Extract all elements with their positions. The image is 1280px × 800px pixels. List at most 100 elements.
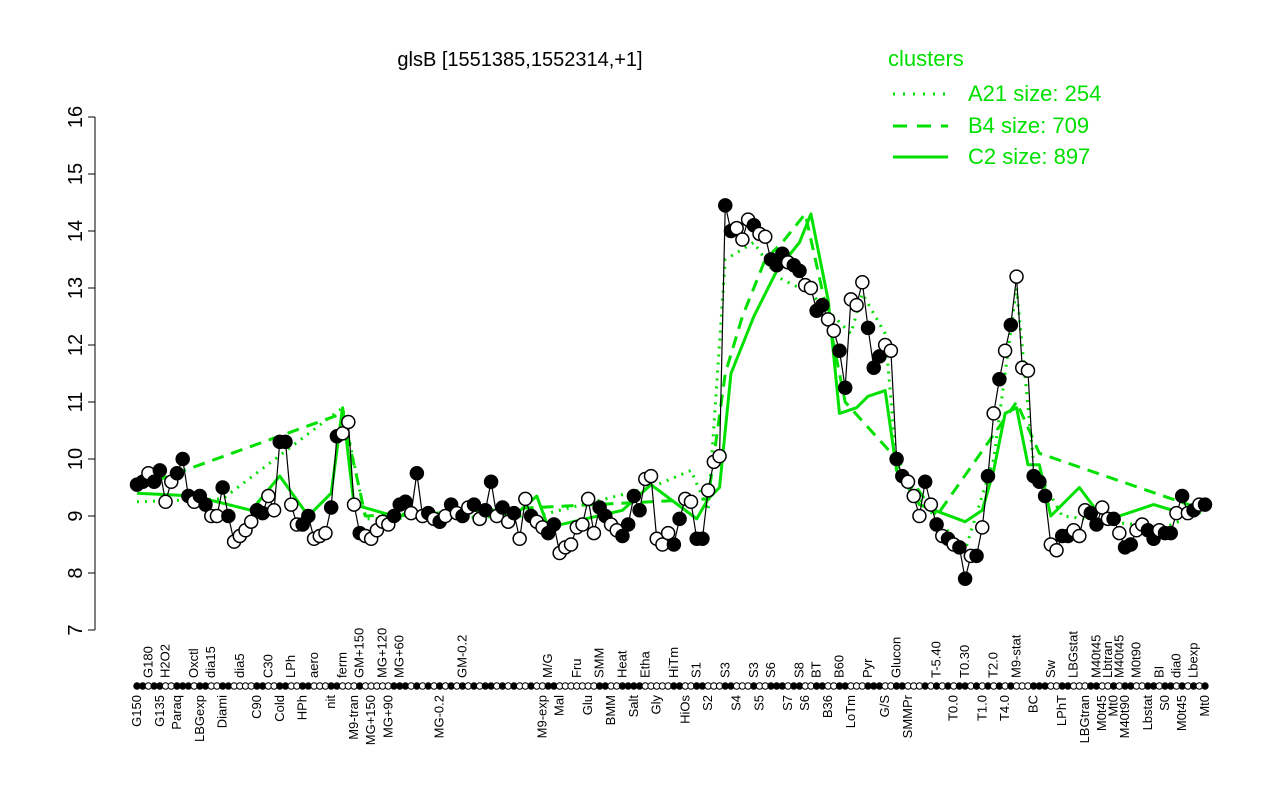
- data-point: [341, 414, 356, 430]
- data-point: [906, 488, 921, 504]
- data-point: [518, 491, 533, 507]
- y-tick-label: 15: [65, 163, 87, 185]
- x-tick-label: GM-0.2: [455, 635, 470, 678]
- data-point: [175, 451, 190, 467]
- data-point: [860, 320, 876, 336]
- data-point: [729, 220, 744, 236]
- data-point: [620, 517, 636, 532]
- data-point: [820, 312, 836, 327]
- x-tick-label: M/G: [540, 653, 555, 678]
- y-tick-label: 8: [65, 567, 87, 578]
- cluster-line-b4: [136, 212, 1206, 518]
- data-point: [1083, 505, 1099, 521]
- x-tick-label: B36: [820, 695, 835, 718]
- x-tick-label: Pyr: [860, 658, 875, 678]
- x-tick-label: S6: [763, 662, 778, 678]
- data-point: [1072, 528, 1087, 544]
- data-point: [1089, 517, 1104, 532]
- data-point: [318, 525, 333, 541]
- x-tick-label: LoTm: [843, 695, 858, 728]
- x-tick-label: H2O2: [158, 644, 173, 678]
- data-point: [506, 505, 522, 521]
- x-tick-label: Paraq: [169, 695, 184, 730]
- data-point: [1163, 525, 1178, 541]
- data-point: [718, 198, 733, 213]
- data-point: [1020, 363, 1036, 378]
- x-tick-label: HiOs: [677, 695, 692, 724]
- x-tick-label: S0: [1157, 695, 1172, 711]
- data-point: [1009, 269, 1024, 284]
- x-axis-marker: [1201, 682, 1209, 690]
- y-tick-label: 9: [65, 510, 87, 521]
- y-tick-label: 7: [65, 624, 87, 635]
- x-tick-label: MG+60: [392, 635, 407, 678]
- x-tick-label: M40t45: [1088, 635, 1103, 678]
- data-point: [757, 229, 773, 244]
- data-point: [1197, 497, 1213, 512]
- data-point: [957, 571, 973, 586]
- data-point: [1049, 542, 1064, 558]
- data-point: [1123, 537, 1139, 552]
- data-point: [1037, 488, 1053, 504]
- data-point: [866, 360, 881, 376]
- data-point: [495, 500, 510, 515]
- x-tick-label: HiTm: [666, 647, 681, 678]
- data-point: [986, 406, 1001, 421]
- data-point: [169, 466, 185, 481]
- data-point: [929, 517, 944, 532]
- x-tick-label: dia0: [1168, 653, 1183, 678]
- x-tick-label: Lbstat: [1140, 695, 1155, 731]
- data-point: [872, 349, 887, 364]
- data-point: [146, 474, 162, 490]
- data-point: [1003, 317, 1019, 333]
- data-point: [660, 525, 676, 541]
- x-tick-label: T-5.40: [929, 641, 944, 678]
- data-point: [883, 343, 899, 358]
- data-point: [152, 463, 168, 478]
- x-tick-label: BMM: [603, 695, 618, 725]
- data-point: [409, 466, 425, 481]
- data-point: [632, 503, 647, 518]
- data-point: [546, 517, 562, 532]
- data-point: [672, 511, 687, 527]
- x-tick-label: T2.0: [986, 652, 1001, 678]
- data-point: [283, 497, 299, 512]
- x-tick-label: Glu: [580, 695, 595, 715]
- y-axis: 7 8 9 10 11 12 13 14 15 16: [65, 106, 96, 636]
- y-tick-label: 14: [65, 220, 87, 242]
- x-tick-label: G135: [152, 695, 167, 727]
- data-point: [266, 503, 282, 518]
- x-tick-label: Lbtran: [1100, 641, 1115, 678]
- x-tick-label: M9-exp: [534, 695, 549, 738]
- x-tick-label: dia5: [232, 653, 247, 678]
- x-tick-label: M9-tran: [346, 695, 361, 740]
- data-point: [992, 371, 1007, 387]
- x-tick-label: G/S: [877, 695, 892, 718]
- x-tick-label: S7: [780, 695, 795, 711]
- x-tick-label: C90: [249, 695, 264, 719]
- data-point: [335, 426, 350, 441]
- data-point: [398, 494, 413, 509]
- x-tick-label: nit: [323, 695, 338, 709]
- x-tick-label: G180: [140, 646, 155, 678]
- data-point: [1094, 500, 1110, 515]
- x-tick-label: T0.0: [946, 695, 961, 721]
- data-point: [483, 474, 499, 490]
- data-point: [980, 468, 996, 484]
- data-point: [969, 548, 984, 564]
- data-point: [1106, 511, 1121, 527]
- x-tick-label: Diami: [215, 695, 230, 728]
- x-tick-label: M0t45: [1174, 695, 1189, 731]
- legend-label-a21: A21 size: 254: [968, 81, 1101, 106]
- x-tick-label: S6: [797, 695, 812, 711]
- x-tick-label: M9-stat: [1009, 634, 1024, 678]
- y-tick-label: 10: [65, 448, 87, 470]
- x-tick-label: LPhT: [1054, 695, 1069, 726]
- data-point: [695, 531, 710, 547]
- x-tick-label: Lbexp: [1186, 643, 1201, 678]
- x-tick-label: M0t45: [1094, 695, 1109, 731]
- x-tick-label: LBGexp: [192, 695, 207, 742]
- x-tick-label: MG+90: [380, 695, 395, 738]
- x-tick-label: G150: [129, 695, 144, 727]
